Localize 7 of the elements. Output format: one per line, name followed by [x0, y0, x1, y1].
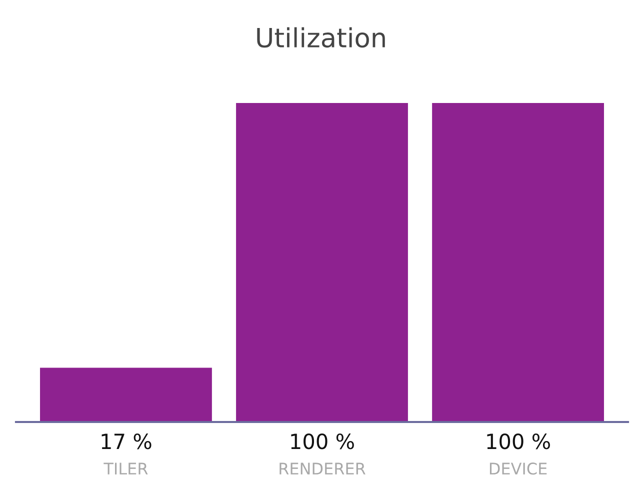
data-label: 17 %: [102, 433, 152, 450]
x-tick-label: TILER: [104, 462, 148, 474]
data-label: 100 %: [487, 433, 550, 450]
data-label: 100 %: [291, 433, 354, 450]
x-tick-label: DEVICE: [490, 462, 547, 475]
x-tick-label: RENDERER: [280, 462, 366, 474]
chart-title: Utilization: [257, 27, 385, 48]
